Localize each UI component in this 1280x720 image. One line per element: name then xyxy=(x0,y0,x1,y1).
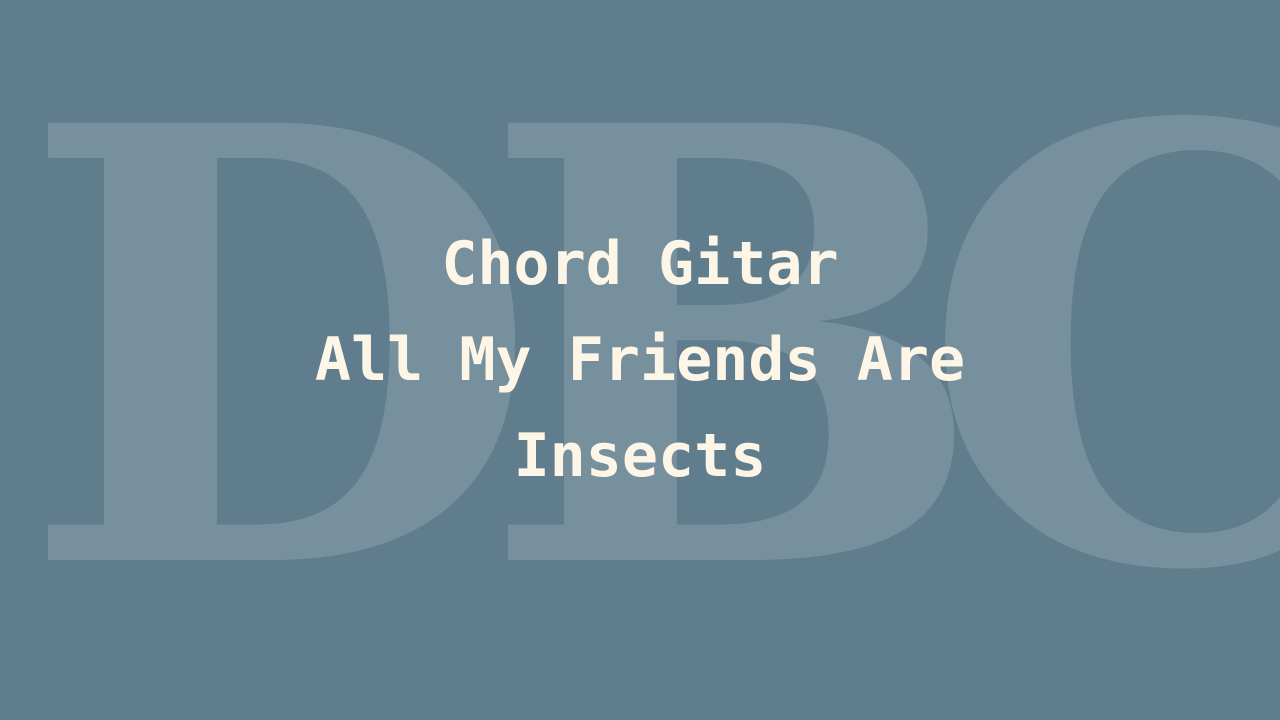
watermark-letter-b: B xyxy=(480,0,988,702)
page-title: Chord Gitar All My Friends Are Insects xyxy=(0,216,1280,504)
watermark-letter-c: C xyxy=(920,0,1280,702)
title-line-1: Chord Gitar xyxy=(441,229,839,299)
title-line-2: All My Friends Are xyxy=(314,325,966,395)
title-line-3: Insects xyxy=(513,421,767,491)
watermark-letter-d: D xyxy=(20,0,541,702)
